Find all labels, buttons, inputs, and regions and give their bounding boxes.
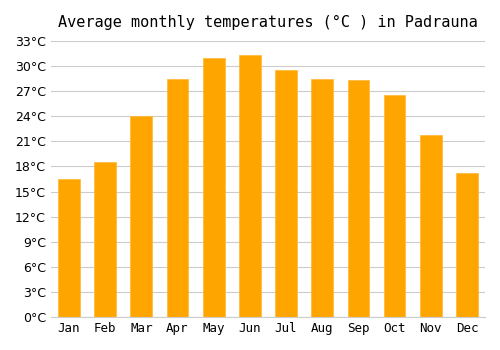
Bar (239, 55, 260, 317)
Bar (203, 58, 224, 317)
Title: Average monthly temperatures (°C ) in Padrauna: Average monthly temperatures (°C ) in Pa… (58, 15, 478, 30)
Bar (384, 95, 406, 317)
Bar (130, 116, 152, 317)
Bar (275, 70, 297, 317)
Bar (456, 173, 478, 317)
Bar (166, 78, 188, 317)
Bar (420, 135, 442, 317)
Bar (312, 78, 333, 317)
Bar (348, 80, 369, 317)
Bar (58, 179, 80, 317)
Bar (94, 162, 116, 317)
